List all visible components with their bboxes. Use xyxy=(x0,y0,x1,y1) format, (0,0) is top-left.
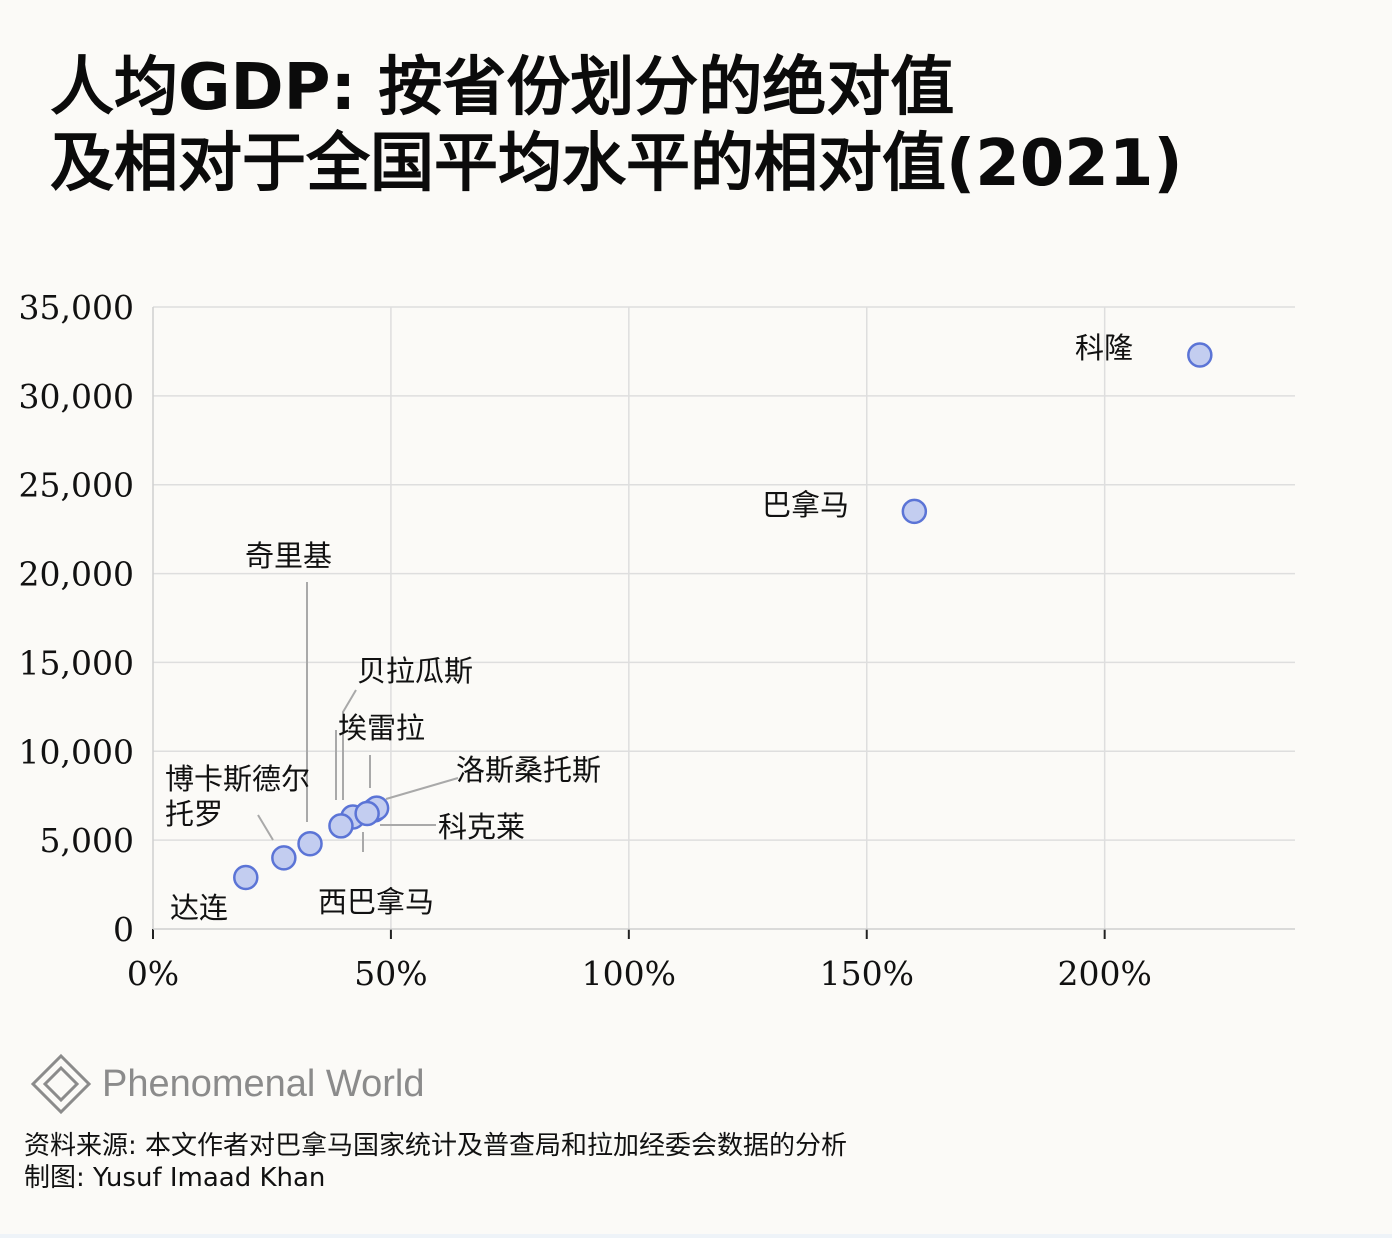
data-point xyxy=(1187,342,1213,368)
x-tick-label: 0% xyxy=(127,954,179,993)
point-label: 科隆 xyxy=(1075,331,1133,365)
chart-footer: 资料来源: 本文作者对巴拿马国家统计及普查局和拉加经委会数据的分析 制图: Yu… xyxy=(24,1130,847,1194)
point-label: 达连 xyxy=(170,891,228,925)
point-label: 贝拉瓜斯 xyxy=(357,654,473,688)
y-tick-label: 25,000 xyxy=(19,466,134,505)
leader-line xyxy=(385,777,459,800)
x-tick-label: 100% xyxy=(582,954,676,993)
y-tick-label: 0 xyxy=(113,910,134,949)
x-tick-label: 50% xyxy=(354,954,427,993)
point-label: 奇里基 xyxy=(245,539,332,573)
y-tick-label: 20,000 xyxy=(19,555,134,594)
diamond-logo-icon xyxy=(30,1053,92,1115)
credit-note: 制图: Yusuf Imaad Khan xyxy=(24,1163,326,1193)
y-tick-label: 10,000 xyxy=(19,732,134,771)
data-point xyxy=(354,800,380,827)
leader-line xyxy=(257,814,274,841)
point-label: 巴拿马 xyxy=(762,488,849,522)
axes: 0 5,000 10,000 15,000 20,000 25,000 30,000 35,0… xyxy=(19,288,1295,993)
data-point xyxy=(233,864,259,891)
data-points xyxy=(233,342,1213,891)
point-label: 埃雷拉 xyxy=(338,711,425,745)
x-tick-label: 200% xyxy=(1057,954,1151,993)
chart-title-line-2: 及相对于全国平均水平的相对值(2021) xyxy=(50,127,1183,201)
y-tick-label: 15,000 xyxy=(19,643,134,682)
bottom-divider xyxy=(0,1234,1392,1238)
point-label: 博卡斯德尔托罗 xyxy=(165,762,310,831)
chart-title: 人均GDP: 按省份划分的绝对值 及相对于全国平均水平的相对值(2021) xyxy=(50,50,1350,202)
x-tick-label: 150% xyxy=(820,954,914,993)
chart-title-line-1: 人均GDP: 按省份划分的绝对值 xyxy=(50,51,955,125)
point-label: 洛斯桑托斯 xyxy=(456,753,601,787)
source-note: 资料来源: 本文作者对巴拿马国家统计及普查局和拉加经委会数据的分析 xyxy=(24,1131,848,1161)
leader-line xyxy=(342,689,357,800)
brand-name: Phenomenal World xyxy=(102,1062,425,1105)
data-point xyxy=(901,498,928,525)
point-label: 科克莱 xyxy=(438,810,525,844)
label-leader-lines xyxy=(257,582,459,852)
data-point xyxy=(271,845,297,871)
point-label: 西巴拿马 xyxy=(318,885,434,919)
grid-lines xyxy=(153,306,1295,929)
brand: Phenomenal World xyxy=(30,1053,425,1115)
y-tick-label: 30,000 xyxy=(19,377,134,416)
y-tick-label: 35,000 xyxy=(19,288,134,327)
y-tick-label: 5,000 xyxy=(40,821,134,860)
data-point xyxy=(328,813,354,839)
data-point xyxy=(297,830,323,857)
